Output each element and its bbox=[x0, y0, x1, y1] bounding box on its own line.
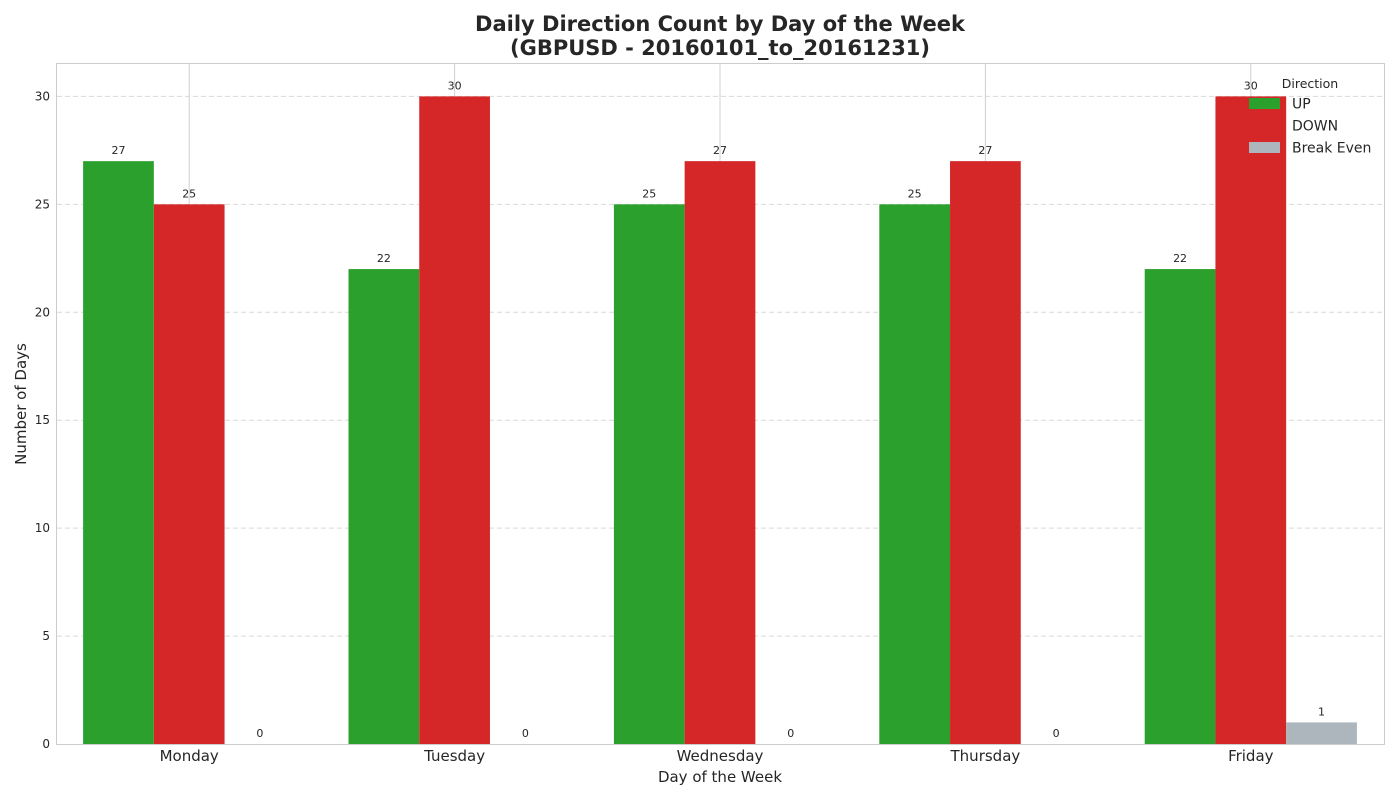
y-tick-label: 15 bbox=[35, 413, 50, 427]
bar-value-label: 22 bbox=[377, 252, 391, 265]
y-tick-label: 20 bbox=[35, 305, 50, 319]
bar-value-label: 0 bbox=[522, 727, 529, 740]
bar-value-label: 25 bbox=[908, 187, 922, 200]
x-tick-label: Friday bbox=[1228, 747, 1274, 765]
bar bbox=[1215, 96, 1287, 744]
bars-layer bbox=[83, 96, 1357, 745]
bar bbox=[879, 204, 951, 745]
bar-value-label: 30 bbox=[1244, 79, 1258, 92]
bar-value-label: 30 bbox=[448, 79, 462, 92]
chart-title-line-1: Daily Direction Count by Day of the Week bbox=[475, 12, 966, 36]
legend-label: UP bbox=[1292, 97, 1311, 113]
legend-swatch bbox=[1249, 120, 1280, 131]
x-tick-label: Wednesday bbox=[677, 747, 764, 765]
y-tick-label: 10 bbox=[35, 521, 50, 535]
bar-value-label: 22 bbox=[1173, 252, 1187, 265]
bar bbox=[83, 161, 154, 745]
x-tick-label: Thursday bbox=[950, 747, 1021, 765]
bar-value-label: 1 bbox=[1318, 705, 1325, 718]
bar-value-label: 0 bbox=[1053, 727, 1060, 740]
bar bbox=[684, 161, 756, 745]
x-axis-label: Day of the Week bbox=[658, 768, 782, 786]
y-tick-label: 25 bbox=[35, 197, 50, 211]
bar bbox=[1286, 722, 1357, 744]
bar bbox=[613, 204, 685, 745]
bar bbox=[1144, 269, 1216, 744]
x-tick-label: Monday bbox=[160, 747, 219, 765]
bar-value-label: 25 bbox=[182, 187, 196, 200]
bar bbox=[419, 96, 490, 744]
y-tick-label: 5 bbox=[42, 629, 50, 643]
bar-value-label: 0 bbox=[787, 727, 794, 740]
bar-value-label: 25 bbox=[642, 187, 656, 200]
chart-title-line-2: (GBPUSD - 20160101_to_20161231) bbox=[510, 36, 930, 60]
bar-value-label: 27 bbox=[111, 144, 125, 157]
legend-swatch bbox=[1249, 142, 1280, 153]
y-axis-label: Number of Days bbox=[12, 343, 30, 465]
y-tick-label: 30 bbox=[35, 89, 50, 103]
legend-title: Direction bbox=[1282, 76, 1338, 91]
plot-frame bbox=[56, 63, 1385, 745]
bar-value-label: 27 bbox=[978, 144, 992, 157]
bar bbox=[348, 269, 420, 744]
legend: Direction UP DOWN Break Even bbox=[1249, 76, 1371, 157]
bar bbox=[153, 204, 225, 745]
bar bbox=[950, 161, 1021, 745]
bar-value-label: 27 bbox=[713, 144, 727, 157]
ticks-layer: 0 5 10 15 20 25 30 Monday Tuesday Wednesday Thursd… bbox=[35, 89, 1274, 765]
x-tick-label: Tuesday bbox=[423, 747, 485, 765]
legend-swatch bbox=[1249, 98, 1280, 109]
bar-value-label: 0 bbox=[256, 727, 263, 740]
legend-label: DOWN bbox=[1292, 119, 1338, 135]
data-labels-layer: 27 22 25 25 22 25 30 27 27 30 0 0 0 0 1 bbox=[111, 79, 1325, 740]
legend-label: Break Even bbox=[1292, 141, 1371, 157]
y-tick-label: 0 bbox=[42, 737, 50, 751]
